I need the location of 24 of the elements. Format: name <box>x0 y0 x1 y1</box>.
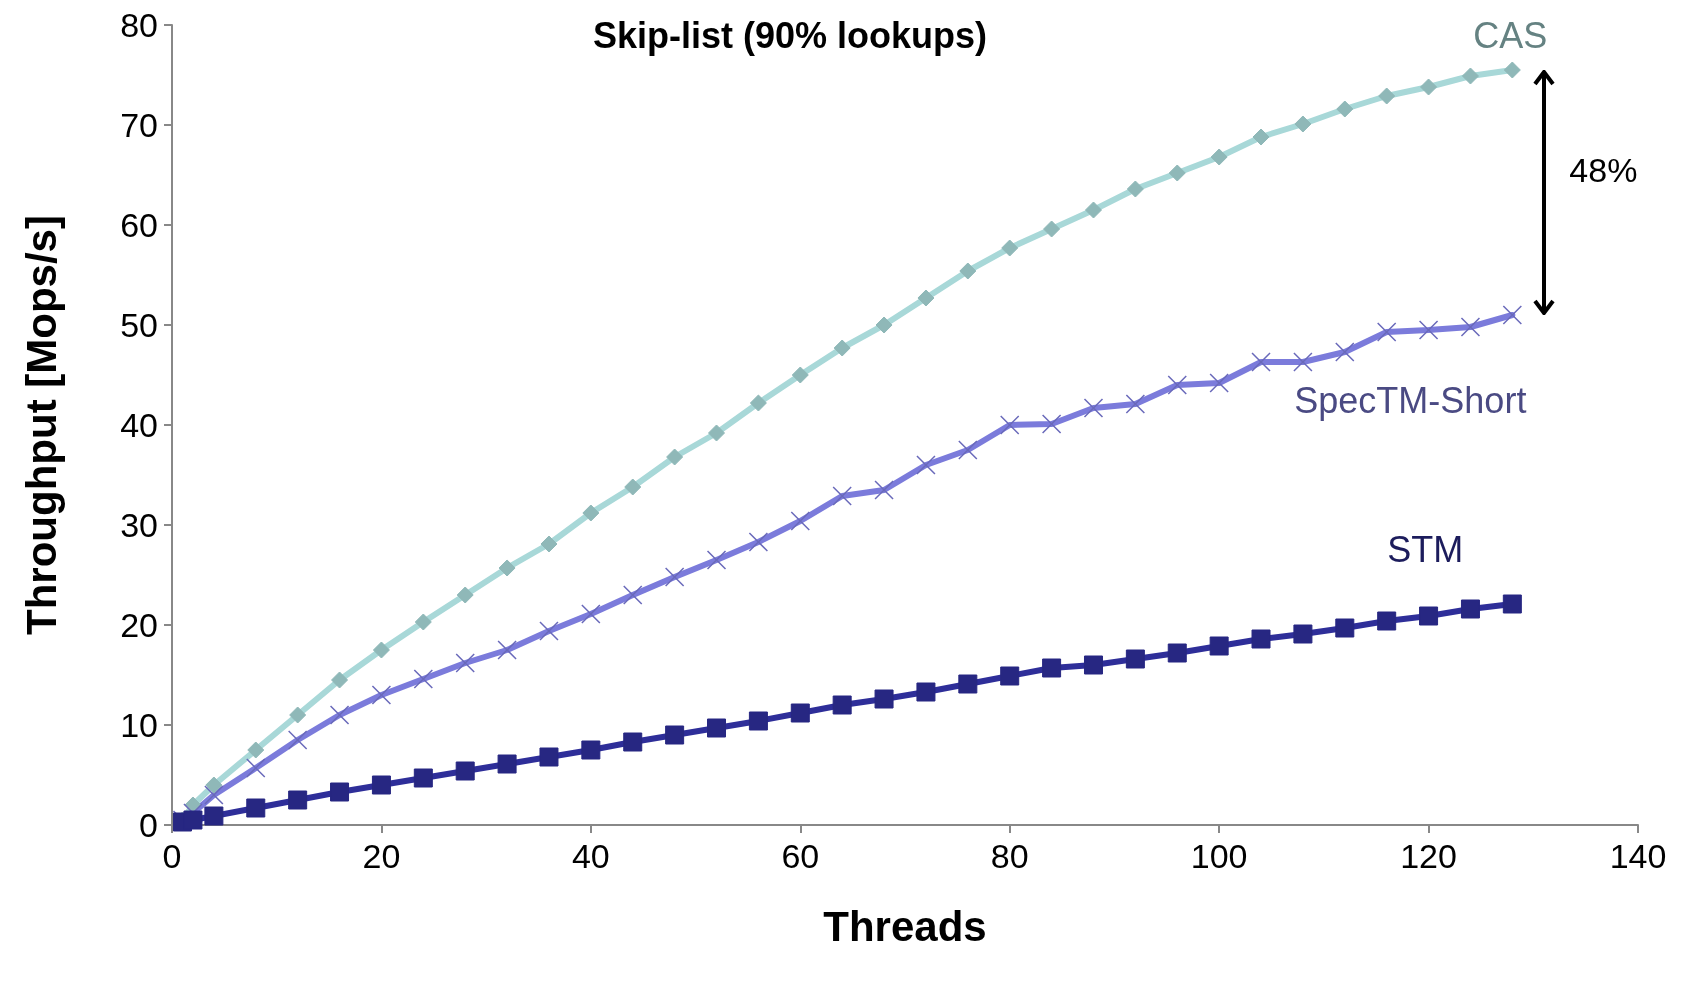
y-tick-label: 10 <box>120 706 158 744</box>
y-tick-label: 0 <box>139 806 158 844</box>
annotation: 48% <box>1569 150 1638 189</box>
series-label: CAS <box>1473 14 1548 56</box>
y-tick-label: 20 <box>120 606 158 644</box>
x-tick-label: 80 <box>990 837 1029 875</box>
y-tick-label: 40 <box>120 406 158 444</box>
x-axis-title: Threads <box>823 902 987 950</box>
y-tick-label: 50 <box>120 306 158 344</box>
x-tick-label: 20 <box>362 837 401 875</box>
x-tick-label: 0 <box>162 837 182 875</box>
y-axis-title: Throughput [Mops/s] <box>17 215 65 635</box>
x-tick-label: 60 <box>781 837 820 875</box>
y-tick-label: 80 <box>120 6 158 44</box>
y-tick-label: 30 <box>120 506 158 544</box>
x-tick-label: 120 <box>1400 837 1457 875</box>
x-tick-label: 40 <box>571 837 610 875</box>
chart-title: Skip-list (90% lookups) <box>593 14 988 56</box>
series-label: SpecTM-Short <box>1294 379 1527 421</box>
series-label: STM <box>1387 528 1464 570</box>
x-tick-label: 140 <box>1609 837 1667 875</box>
x-tick-label: 100 <box>1190 837 1248 875</box>
y-tick-label: 60 <box>120 206 158 244</box>
y-tick-label: 70 <box>120 106 158 144</box>
